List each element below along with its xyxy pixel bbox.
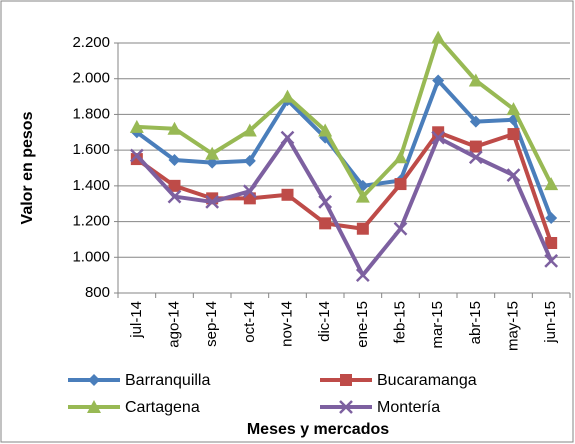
x-tick-label: oct-14: [241, 301, 258, 343]
point: [393, 150, 408, 164]
legend-marker: [340, 374, 352, 386]
point: [129, 148, 144, 163]
point: [393, 221, 408, 236]
legend-label: Bucaramanga: [377, 372, 477, 389]
point: [544, 253, 559, 268]
x-tick-label: ago-14: [165, 301, 182, 348]
legend-marker: [339, 400, 353, 414]
point: [242, 123, 257, 137]
legend-label: Cartagena: [125, 399, 200, 416]
x-tick-label: dic-14: [316, 301, 333, 342]
x-tick-label: jul-14: [128, 301, 145, 339]
x-tick-label: feb-15: [391, 301, 408, 344]
x-axis-title: Meses y mercados: [247, 421, 389, 438]
y-axis-title: Valor en pesos: [19, 111, 36, 224]
x-tick-label: ene-15: [354, 301, 371, 348]
point: [432, 74, 445, 87]
point: [506, 168, 521, 183]
x-tick-label: jun-15: [542, 301, 559, 344]
point: [468, 73, 483, 87]
point: [355, 268, 370, 283]
x-tick-label: may-15: [504, 301, 521, 351]
point: [242, 184, 257, 199]
point: [431, 30, 446, 44]
point: [129, 119, 144, 133]
point: [545, 212, 558, 224]
y-tick-label: 1.200: [72, 213, 110, 230]
point: [431, 130, 446, 145]
x-tick-label: mar-15: [429, 301, 446, 349]
point: [167, 121, 182, 135]
point: [356, 222, 369, 235]
point: [432, 126, 445, 139]
point: [545, 237, 558, 249]
legend-label: Montería: [377, 399, 440, 416]
point: [205, 195, 220, 209]
legend-label: Barranquilla: [125, 372, 210, 389]
point: [506, 102, 521, 116]
point: [280, 89, 295, 103]
point: [243, 154, 256, 167]
x-tick-label: abr-15: [467, 301, 484, 344]
point: [167, 189, 182, 204]
point: [507, 128, 520, 141]
point: [281, 188, 294, 201]
point: [468, 150, 483, 165]
y-tick-label: 1.800: [72, 105, 110, 122]
legend-marker: [88, 374, 100, 386]
point: [280, 130, 295, 145]
point: [544, 177, 559, 191]
point: [394, 178, 407, 191]
y-tick-label: 1.400: [72, 177, 110, 194]
y-tick-label: 800: [85, 284, 110, 301]
y-tick-label: 2.000: [72, 70, 110, 87]
point: [318, 195, 333, 209]
y-tick-label: 2.200: [72, 34, 110, 51]
point: [355, 189, 370, 203]
y-tick-label: 1.000: [72, 248, 110, 265]
legend-marker: [87, 400, 101, 413]
x-tick-label: nov-14: [278, 301, 295, 347]
point: [469, 115, 482, 128]
point: [205, 146, 220, 160]
point: [319, 217, 332, 230]
point: [168, 179, 181, 192]
point: [318, 123, 333, 137]
y-tick-label: 1.600: [72, 141, 110, 158]
x-tick-label: sep-14: [203, 301, 220, 347]
point: [168, 153, 181, 166]
point: [469, 140, 482, 153]
series-line: [135, 135, 553, 278]
